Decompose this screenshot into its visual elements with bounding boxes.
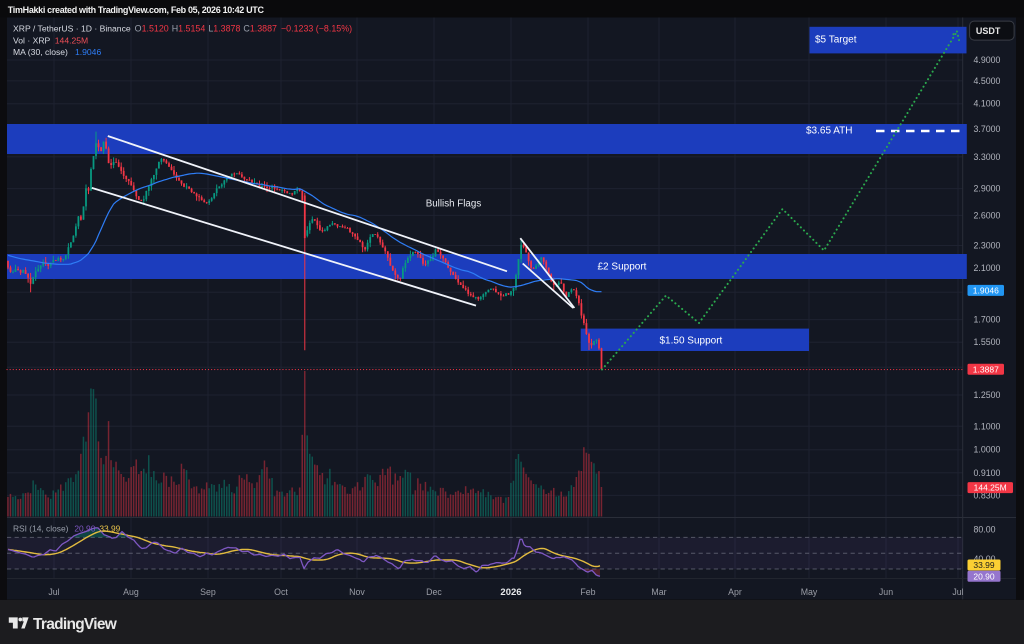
svg-text:2.6000: 2.6000: [974, 210, 1001, 220]
svg-text:1.5500: 1.5500: [974, 337, 1001, 347]
svg-text:3.3000: 3.3000: [974, 152, 1001, 162]
svg-text:0.9100: 0.9100: [974, 468, 1001, 478]
svg-text:20.90: 20.90: [973, 571, 995, 581]
svg-text:1.0000: 1.0000: [974, 445, 1001, 455]
svg-text:144.25M: 144.25M: [974, 483, 1007, 493]
svg-text:1.7000: 1.7000: [974, 315, 1001, 325]
svg-text:2.9000: 2.9000: [974, 184, 1001, 194]
svg-text:2026: 2026: [500, 587, 521, 598]
svg-text:$3.65 ATH: $3.65 ATH: [806, 126, 853, 137]
svg-text:Oct: Oct: [274, 587, 288, 597]
svg-text:2.1000: 2.1000: [974, 263, 1001, 273]
svg-text:Jun: Jun: [879, 587, 893, 597]
svg-text:Sep: Sep: [200, 587, 216, 597]
svg-text:40.00: 40.00: [974, 554, 996, 564]
svg-text:Mar: Mar: [651, 587, 666, 597]
svg-text:Feb: Feb: [580, 587, 595, 597]
svg-text:$5 Target: $5 Target: [815, 35, 857, 46]
svg-text:TimHakki created with TradingV: TimHakki created with TradingView.com, F…: [8, 5, 265, 15]
svg-text:4.1000: 4.1000: [974, 99, 1001, 109]
svg-text:1.9046: 1.9046: [973, 285, 999, 295]
svg-text:Jul: Jul: [48, 587, 59, 597]
svg-text:4.5000: 4.5000: [974, 76, 1001, 86]
svg-text:Nov: Nov: [349, 587, 365, 597]
svg-text:4.9000: 4.9000: [974, 55, 1001, 65]
svg-text:1.2500: 1.2500: [974, 390, 1001, 400]
svg-text:1.1000: 1.1000: [974, 421, 1001, 431]
svg-text:Bullish Flags: Bullish Flags: [426, 199, 482, 210]
svg-text:Apr: Apr: [728, 587, 742, 597]
svg-text:Aug: Aug: [123, 587, 139, 597]
svg-text:0.8300: 0.8300: [974, 490, 1001, 500]
svg-text:TradingView: TradingView: [33, 616, 118, 633]
svg-text:Dec: Dec: [426, 587, 442, 597]
svg-text:$1.50 Support: $1.50 Support: [660, 336, 723, 347]
svg-text:1.3887: 1.3887: [973, 364, 999, 374]
svg-text:3.7000: 3.7000: [974, 124, 1001, 134]
svg-text:33.99: 33.99: [973, 560, 995, 570]
svg-text:£2 Support: £2 Support: [598, 262, 647, 273]
svg-text:MA (30, close)1.9046: MA (30, close) 1.9046: [13, 47, 101, 57]
svg-text:2.3000: 2.3000: [974, 241, 1001, 251]
svg-text:May: May: [801, 587, 818, 597]
svg-text:80.00: 80.00: [974, 525, 996, 535]
svg-text:USDT: USDT: [976, 26, 1001, 36]
svg-text:Jul: Jul: [952, 587, 963, 597]
